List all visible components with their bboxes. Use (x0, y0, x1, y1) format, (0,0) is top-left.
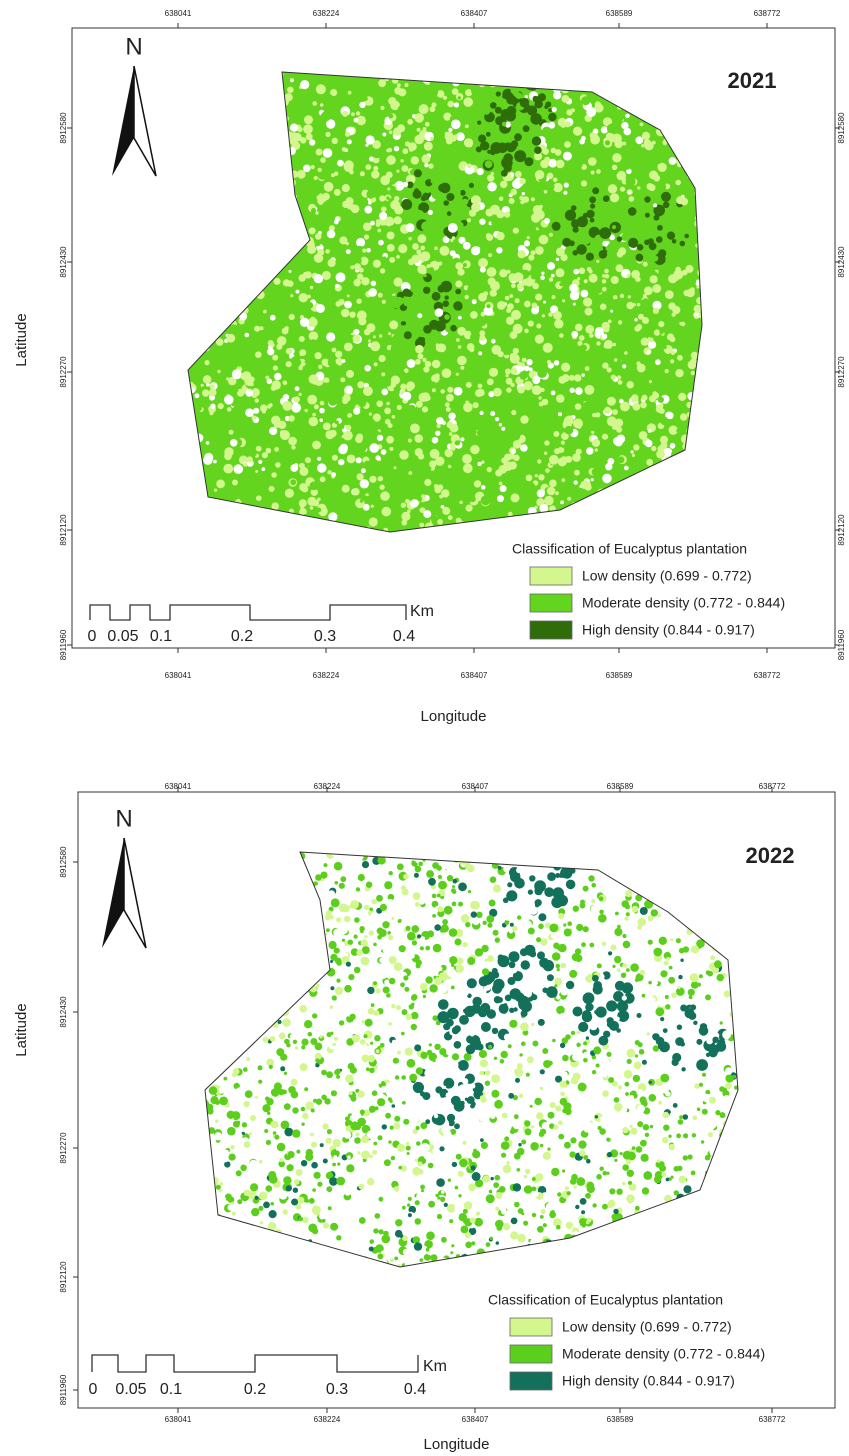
x-tick-label: 638772 (754, 9, 781, 18)
x-tick-label: 638224 (314, 1415, 341, 1424)
x-tick-label: 638407 (462, 782, 489, 791)
axis-label: Longitude (424, 1436, 490, 1453)
x-tick-label: 638772 (759, 782, 786, 791)
north-arrow (112, 66, 134, 176)
legend-title: Classification of Eucalyptus plantation (488, 1292, 723, 1308)
map-year: 2022 (746, 843, 795, 868)
x-tick-label: 638224 (313, 671, 340, 680)
legend-label: Low density (0.699 - 0.772) (562, 1319, 732, 1335)
scale-bar (90, 605, 406, 620)
y-tick-label: 8911960 (59, 629, 68, 660)
y-tick-label: 8912580 (837, 112, 846, 144)
legend-swatch (510, 1345, 552, 1363)
y-tick-label: 8912270 (59, 1132, 68, 1164)
x-tick-label: 638407 (461, 9, 488, 18)
north-label: N (115, 805, 132, 832)
map-panel: 638041 638224 638407 638589 638772 638041 6382… (13, 782, 835, 1453)
y-tick-label: 8912580 (59, 112, 68, 144)
north-arrow (134, 66, 156, 176)
scale-label: 0 (89, 1381, 98, 1398)
map-year: 2021 (728, 68, 777, 93)
y-tick-label: 8911960 (59, 1374, 68, 1405)
x-tick-label: 638224 (314, 782, 341, 791)
legend-label: High density (0.844 - 0.917) (562, 1373, 735, 1389)
x-tick-label: 638224 (313, 9, 340, 18)
x-tick-label: 638589 (606, 671, 633, 680)
x-tick-label: 638589 (607, 782, 634, 791)
y-tick-label: 8912430 (837, 246, 846, 278)
scale-label: 0.2 (231, 628, 253, 645)
scale-unit: Km (410, 603, 434, 620)
north-arrow (102, 838, 124, 948)
legend-label: Moderate density (0.772 - 0.844) (582, 595, 785, 611)
scale-label: 0.05 (107, 628, 138, 645)
axis-label: Latitude (13, 313, 30, 366)
scale-label: 0.1 (150, 628, 172, 645)
scale-label: 0.05 (115, 1381, 146, 1398)
figure: 638041 638224 638407 638589 638772 638041 6382… (0, 0, 849, 1456)
y-tick-label: 8911960 (837, 629, 846, 660)
map-panel: 638041 638224 638407 638589 638772 638041 6382… (13, 9, 846, 725)
y-tick-label: 8912120 (837, 514, 846, 546)
north-label: N (125, 33, 142, 60)
y-tick-label: 8912120 (59, 514, 68, 546)
scale-bar (92, 1355, 418, 1372)
scale-label: 0 (88, 628, 97, 645)
y-tick-label: 8912430 (59, 996, 68, 1028)
legend-label: Moderate density (0.772 - 0.844) (562, 1346, 765, 1362)
x-tick-label: 638589 (606, 9, 633, 18)
legend-swatch (510, 1318, 552, 1336)
y-tick-label: 8912580 (59, 846, 68, 878)
x-tick-label: 638407 (462, 1415, 489, 1424)
scale-label: 0.3 (326, 1381, 348, 1398)
classified-area (184, 68, 706, 536)
axis-label: Latitude (13, 1003, 30, 1056)
scale-label: 0.3 (314, 628, 336, 645)
classified-area (201, 848, 741, 1271)
axis-label: Longitude (421, 708, 487, 725)
y-tick-label: 8912270 (59, 356, 68, 388)
scale-label: 0.2 (244, 1381, 266, 1398)
x-tick-label: 638041 (165, 671, 192, 680)
north-arrow (124, 838, 146, 948)
legend-label: High density (0.844 - 0.917) (582, 622, 755, 638)
x-tick-label: 638041 (165, 9, 192, 18)
y-tick-label: 8912270 (837, 356, 846, 388)
x-tick-label: 638407 (461, 671, 488, 680)
scale-unit: Km (423, 1358, 447, 1375)
x-tick-label: 638589 (607, 1415, 634, 1424)
legend-title: Classification of Eucalyptus plantation (512, 541, 747, 557)
x-tick-label: 638772 (759, 1415, 786, 1424)
legend-swatch (530, 594, 572, 612)
scale-label: 0.4 (404, 1381, 426, 1398)
y-tick-label: 8912430 (59, 246, 68, 278)
legend-swatch (530, 621, 572, 639)
y-tick-label: 8912120 (59, 1261, 68, 1293)
scale-label: 0.4 (393, 628, 415, 645)
legend-swatch (510, 1372, 552, 1390)
legend-swatch (530, 567, 572, 585)
scale-label: 0.1 (160, 1381, 182, 1398)
x-tick-label: 638041 (165, 782, 192, 791)
x-tick-label: 638772 (754, 671, 781, 680)
legend-label: Low density (0.699 - 0.772) (582, 568, 752, 584)
x-tick-label: 638041 (165, 1415, 192, 1424)
